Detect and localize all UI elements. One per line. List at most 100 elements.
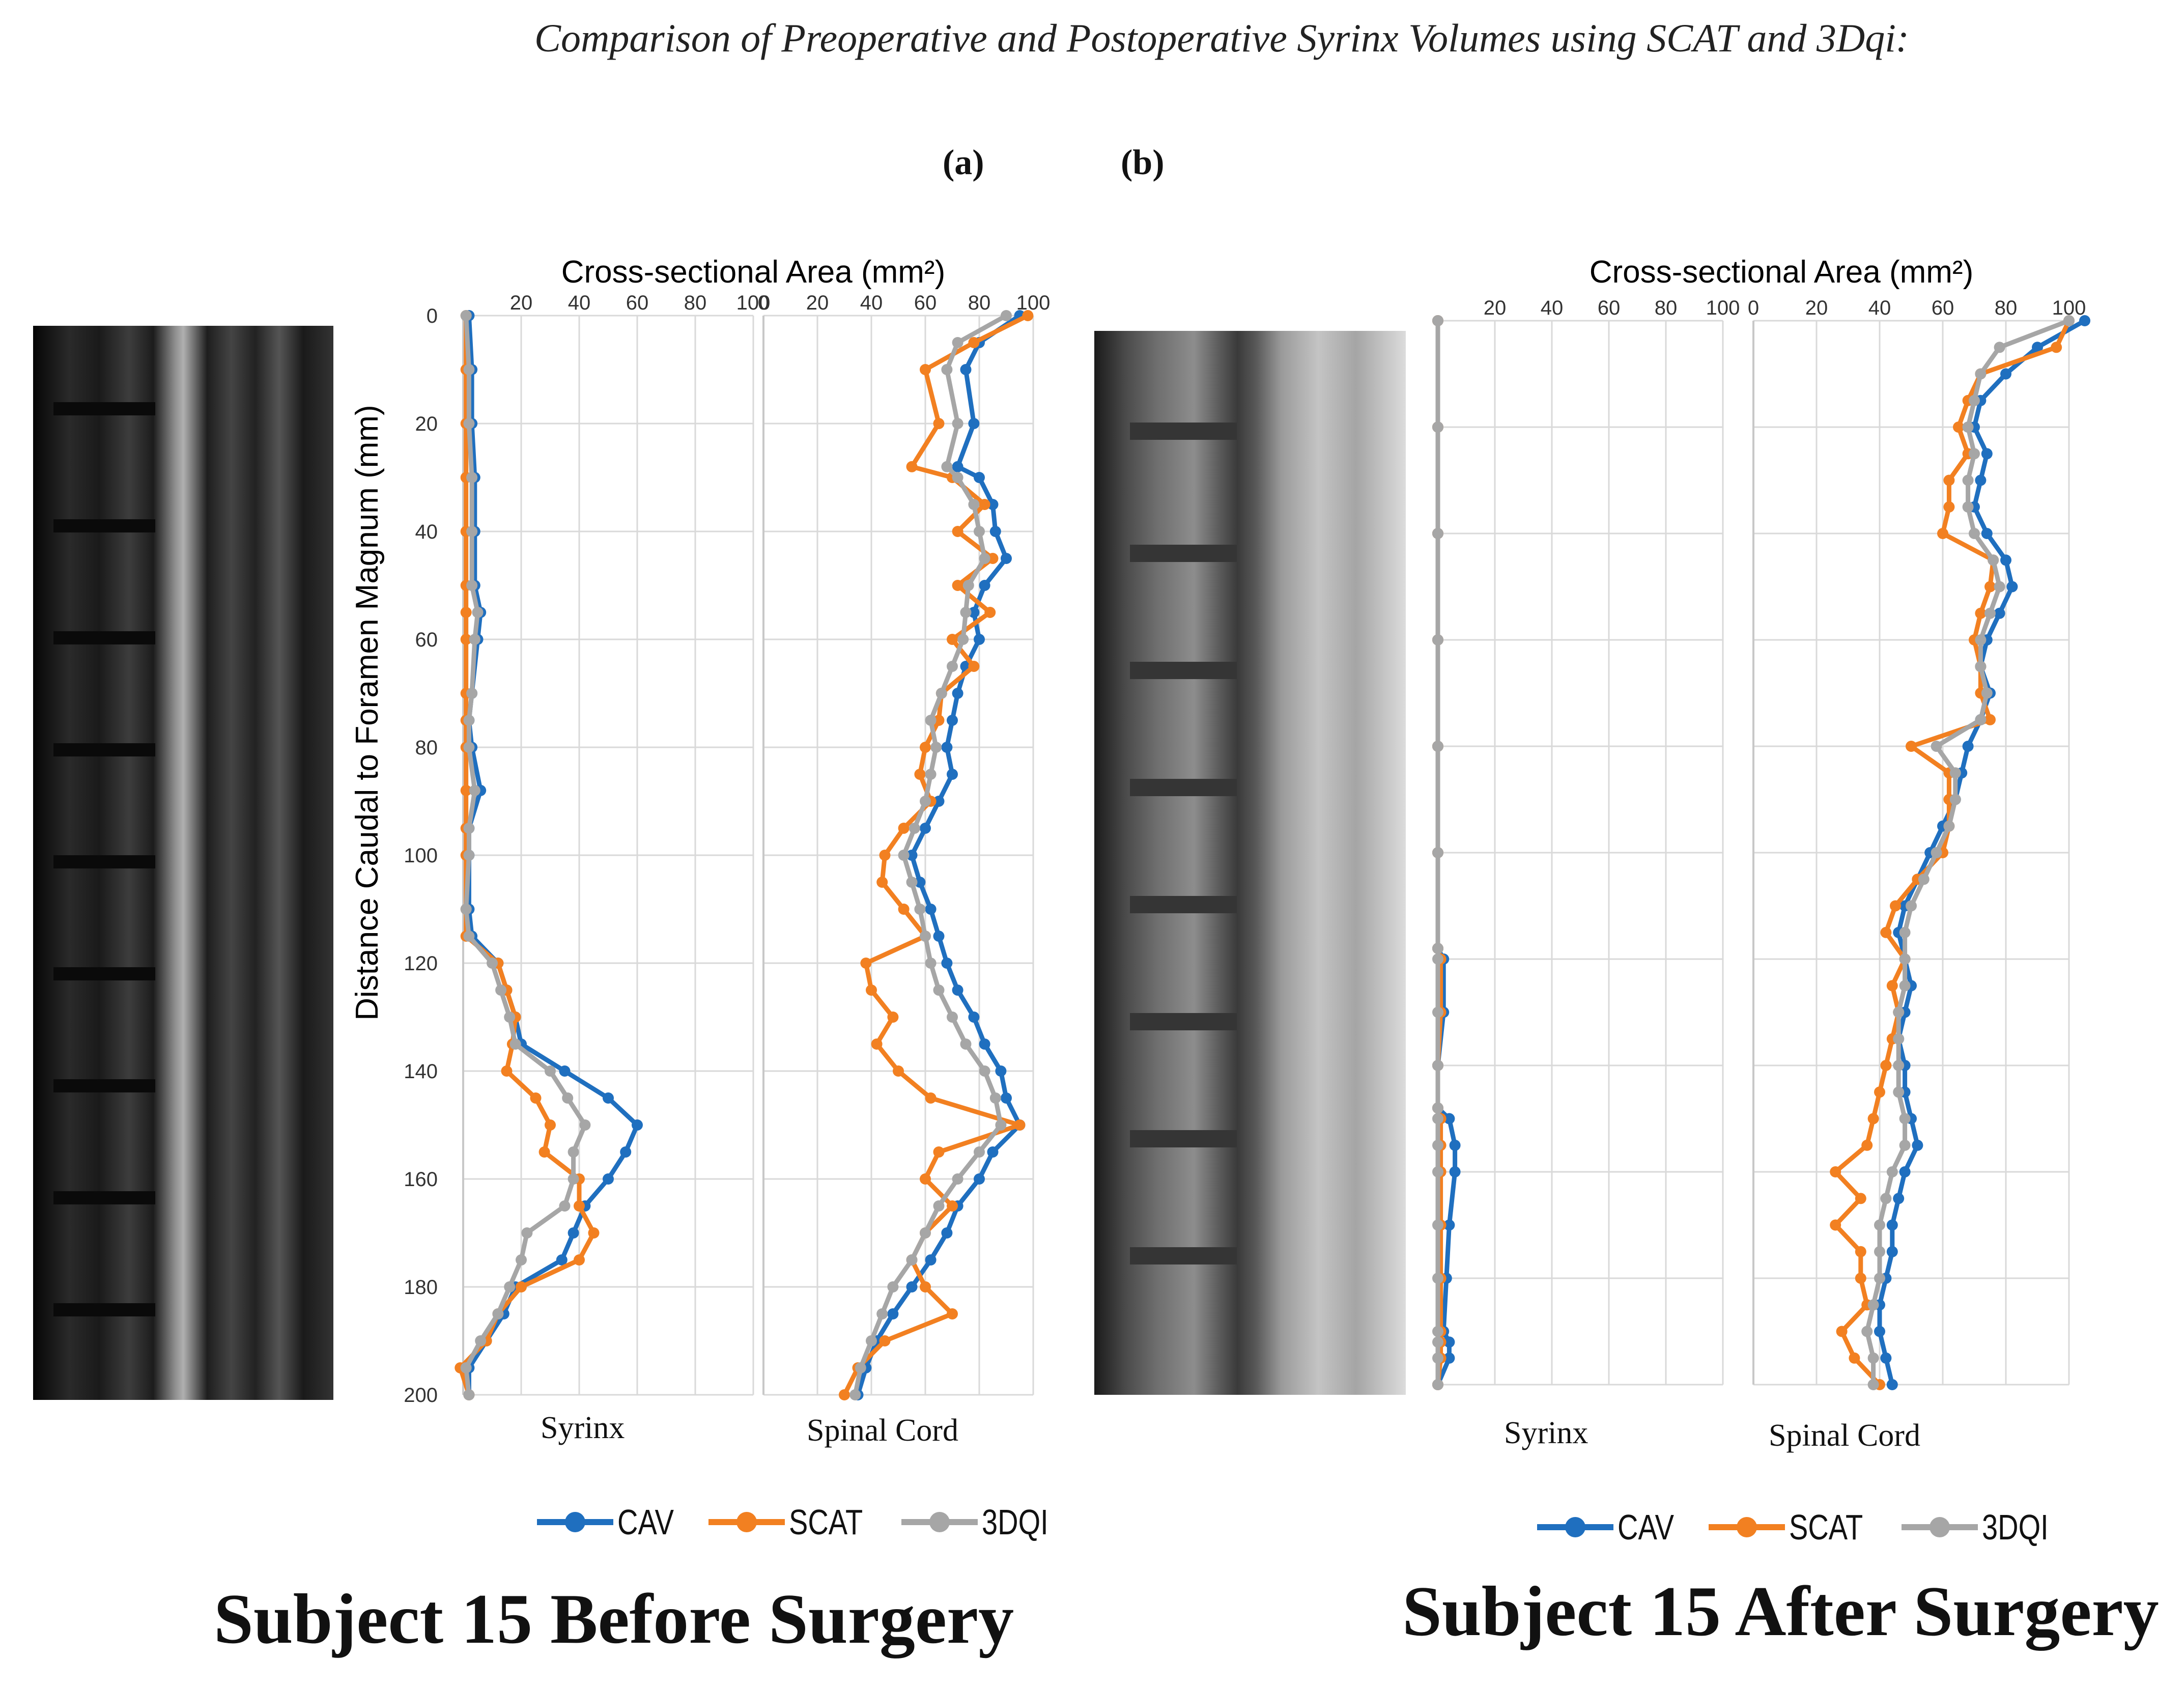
data-point-cav [559, 1065, 571, 1077]
legend-label: CAV [617, 1502, 674, 1542]
legend-swatch-icon [537, 1512, 613, 1532]
mri-disc [53, 631, 155, 644]
y-tick-label: 80 [415, 737, 438, 759]
data-point-scat [1943, 501, 1955, 513]
data-point-cav [1981, 448, 1993, 460]
data-point-cav [1443, 1113, 1455, 1125]
data-point-3dqi [1969, 395, 1980, 406]
data-point-3dqi [463, 418, 475, 429]
data-point-3dqi [920, 931, 931, 942]
data-point-cav [1001, 553, 1012, 564]
y-tick-label: 40 [415, 521, 438, 543]
chart-a-x-title: Cross-sectional Area (mm²) [561, 255, 945, 290]
data-point-3dqi [463, 823, 475, 834]
data-point-3dqi [466, 688, 478, 699]
mri-disc [53, 743, 155, 756]
data-point-cav [974, 634, 985, 645]
x-tick-label: 40 [1541, 297, 1564, 319]
data-point-scat [1830, 1166, 1841, 1177]
data-point-scat [1943, 474, 1955, 486]
data-point-scat [1861, 1139, 1873, 1151]
data-point-scat [947, 1308, 958, 1319]
data-point-3dqi [1969, 528, 1980, 539]
data-point-scat [460, 784, 472, 796]
data-point-3dqi [935, 688, 947, 699]
legend-item-3dqi: 3DQI [1902, 1507, 2065, 1548]
x-tick-label: 0 [1748, 297, 1759, 319]
data-point-3dqi [568, 1146, 579, 1158]
data-point-scat [968, 337, 980, 348]
data-point-3dqi [1975, 714, 1987, 725]
data-point-3dqi [1874, 1273, 1885, 1284]
legend-a: CAV SCAT 3DQI [537, 1502, 1065, 1542]
mri-disc [53, 1191, 155, 1204]
data-point-scat [984, 607, 996, 618]
data-point-3dqi [1432, 1139, 1443, 1151]
data-point-3dqi [1893, 1086, 1905, 1098]
data-point-3dqi [974, 526, 985, 537]
data-point-3dqi [504, 1281, 516, 1292]
x-tick-label: 40 [860, 292, 883, 314]
data-point-3dqi [463, 715, 475, 726]
data-point-scat [1886, 980, 1898, 992]
data-point-3dqi [1886, 1166, 1898, 1177]
x-tick-label: 40 [568, 292, 591, 314]
mri-image-after [1094, 331, 1406, 1395]
x-tick-label: 60 [1932, 297, 1954, 319]
data-point-3dqi [849, 1389, 861, 1400]
syrinx-label-b: Syrinx [1504, 1416, 1589, 1450]
data-point-scat [1880, 926, 1892, 938]
data-point-3dqi [1994, 342, 2005, 353]
data-point-cav [1449, 1166, 1461, 1177]
data-point-cav [947, 769, 958, 780]
legend-b: CAV SCAT 3DQI [1537, 1507, 2065, 1548]
data-point-3dqi [487, 958, 498, 969]
data-point-3dqi [469, 634, 480, 645]
mri-disc [1130, 662, 1237, 679]
data-point-3dqi [941, 364, 953, 375]
x-tick-label: 60 [1598, 297, 1621, 319]
mri-disc [53, 855, 155, 868]
data-point-scat [987, 553, 999, 564]
data-point-scat [1975, 607, 1987, 619]
data-point-3dqi [930, 742, 942, 753]
data-point-3dqi [475, 1335, 487, 1346]
data-point-3dqi [1432, 634, 1443, 645]
data-point-3dqi [1432, 1113, 1443, 1125]
x-tick-label: 20 [1805, 297, 1828, 319]
data-point-3dqi [1432, 1219, 1443, 1231]
data-point-3dqi [947, 661, 958, 672]
data-point-scat [574, 1200, 585, 1212]
data-point-3dqi [472, 607, 484, 618]
data-point-3dqi [460, 1362, 472, 1373]
y-tick-label: 140 [404, 1060, 438, 1083]
data-point-3dqi [906, 877, 918, 888]
caption-before: Subject 15 Before Surgery [214, 1580, 1014, 1659]
data-point-scat [1880, 1060, 1892, 1071]
data-point-3dqi [1962, 501, 1974, 513]
data-point-scat [933, 715, 945, 726]
data-point-scat [920, 742, 931, 753]
data-point-scat [1867, 1113, 1879, 1125]
data-point-3dqi [1906, 900, 1917, 912]
data-point-scat [925, 1092, 937, 1104]
data-point-3dqi [579, 1119, 591, 1131]
y-tick-label: 160 [404, 1168, 438, 1191]
data-point-cav [989, 526, 1001, 537]
data-point-3dqi [1432, 1352, 1443, 1364]
legend-swatch-marker [929, 1512, 950, 1532]
data-point-cav [2006, 581, 2018, 593]
data-point-cav [968, 607, 980, 618]
data-point-3dqi [952, 337, 963, 348]
legend-item-scat: SCAT [1708, 1507, 1882, 1548]
mri-disc [1130, 896, 1237, 913]
mri-disc [1130, 779, 1237, 796]
data-point-3dqi [1432, 315, 1443, 326]
data-point-cav [1899, 1166, 1911, 1177]
data-point-cav [1912, 1139, 1923, 1151]
data-point-3dqi [979, 1065, 990, 1077]
data-point-cav [987, 499, 999, 510]
data-point-3dqi [1874, 1219, 1885, 1231]
data-point-cav [906, 850, 918, 861]
x-tick-label: 20 [1484, 297, 1507, 319]
